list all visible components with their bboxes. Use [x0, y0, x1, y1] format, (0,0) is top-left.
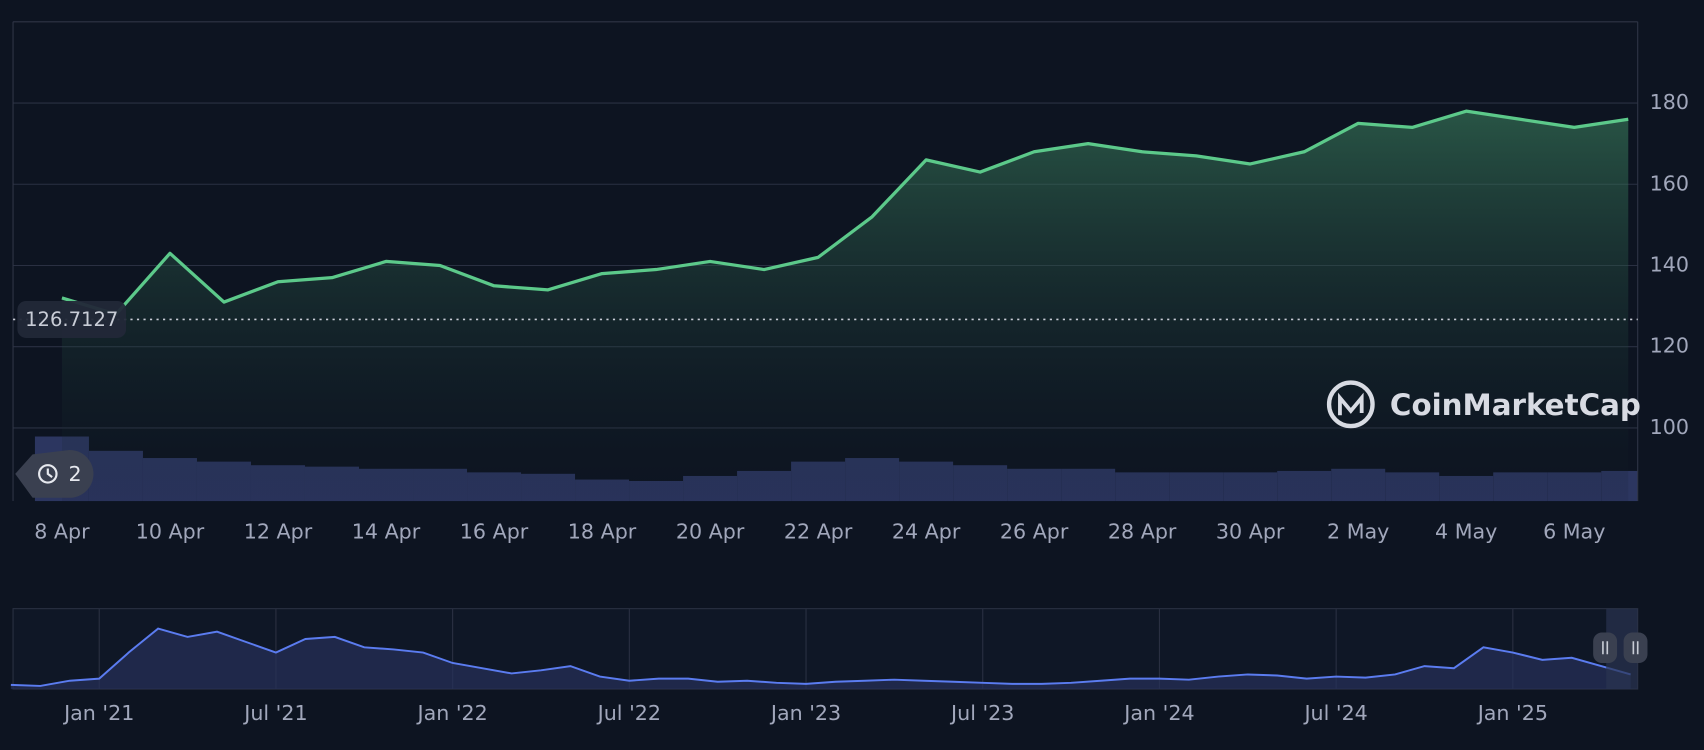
watermark: CoinMarketCap [1326, 380, 1641, 429]
navigator-tick-label: Jul '24 [1302, 701, 1367, 725]
navigator-handle[interactable] [1623, 632, 1648, 663]
x-tick-label: 18 Apr [568, 520, 637, 544]
x-tick-label: 10 Apr [136, 520, 205, 544]
clock-icon [38, 464, 58, 484]
y-tick-label: 160 [1650, 171, 1689, 195]
baseline-label: 126.7127 [25, 308, 118, 331]
x-tick-label: 14 Apr [352, 520, 421, 544]
x-tick-label: 12 Apr [244, 520, 313, 544]
x-tick-label: 20 Apr [676, 520, 745, 544]
navigator-handle[interactable] [1593, 632, 1618, 663]
y-tick-label: 140 [1650, 252, 1689, 276]
price-line [61, 109, 1629, 316]
price-area [61, 111, 1629, 502]
x-tick-label: 28 Apr [1108, 520, 1177, 544]
navigator-tick-label: Jan '25 [1476, 701, 1548, 725]
x-axis: 8 Apr 10 Apr 12 Apr 14 Apr 16 Apr 18 Apr 20 Ap… [34, 520, 1605, 544]
navigator-line [10, 627, 1631, 687]
x-tick-label: 6 May [1543, 520, 1605, 544]
logo-mark [1338, 392, 1364, 416]
x-tick-label: 22 Apr [784, 520, 853, 544]
x-tick-label: 26 Apr [1000, 520, 1069, 544]
history-badge[interactable]: 2 [15, 449, 94, 498]
y-tick-label: 180 [1650, 90, 1689, 114]
navigator-area [10, 628, 1631, 690]
baseline-label-bg [17, 300, 127, 338]
navigator-tick-label: Jan '23 [769, 701, 841, 725]
navigator-tick-label: Jul '22 [596, 701, 661, 725]
x-tick-label: 8 Apr [34, 520, 90, 544]
navigator-tick-label: Jan '24 [1122, 701, 1194, 725]
history-count: 2 [68, 462, 81, 486]
logo-icon [1326, 380, 1375, 429]
y-tick-label: 120 [1650, 334, 1689, 358]
navigator: Jan '21 Jul '21 Jan '22 Jul '22 Jan '23 Jul '… [10, 608, 1631, 725]
navigator-tick-label: Jan '21 [62, 701, 134, 725]
x-tick-label: 16 Apr [460, 520, 529, 544]
badge-bg[interactable] [15, 449, 94, 498]
clock-hands [46, 468, 53, 479]
watermark-text: CoinMarketCap [1390, 388, 1641, 422]
x-tick-label: 30 Apr [1216, 520, 1285, 544]
x-tick-label: 4 May [1435, 520, 1497, 544]
baseline: 126.7127 [13, 300, 1638, 338]
handle-grip [1602, 641, 1639, 655]
navigator-tick-label: Jul '21 [242, 701, 307, 725]
navigator-tick-label: Jul '23 [949, 701, 1014, 725]
y-tick-label: 100 [1650, 415, 1689, 439]
x-tick-label: 2 May [1327, 520, 1389, 544]
navigator-tick-label: Jan '22 [415, 701, 487, 725]
price [61, 109, 1629, 502]
x-tick-label: 24 Apr [892, 520, 961, 544]
